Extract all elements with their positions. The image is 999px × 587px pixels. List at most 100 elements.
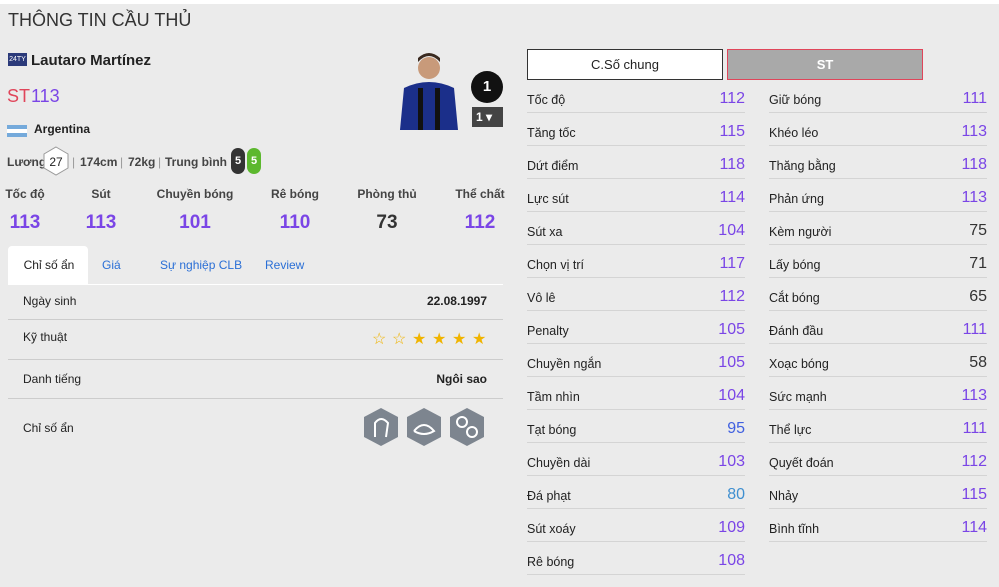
- stat-value: 118: [961, 156, 987, 173]
- info-value: Ngôi sao: [436, 372, 487, 386]
- stat-value: 111: [962, 420, 987, 437]
- divider: [8, 398, 503, 399]
- summary-label: Chuyền bóng: [156, 187, 234, 201]
- stat-value: 113: [961, 387, 987, 404]
- stat-divider: [769, 178, 987, 179]
- stat-divider: [527, 244, 745, 245]
- stat-name: Lực sút: [527, 192, 569, 206]
- stat-divider: [769, 442, 987, 443]
- stat-value: 95: [727, 420, 745, 437]
- stat-name: Bình tĩnh: [769, 522, 820, 536]
- stat-name: Đánh đầu: [769, 324, 824, 338]
- summary-value: 113: [85, 212, 117, 233]
- stat-name: Tốc độ: [527, 93, 566, 107]
- stat-name: Chuyền ngắn: [527, 357, 602, 371]
- stat-button[interactable]: C.Số chung: [527, 49, 723, 80]
- level-dropdown[interactable]: 1 ▾: [472, 107, 503, 127]
- stat-value: 75: [969, 222, 987, 239]
- divider: [8, 319, 503, 320]
- stat-divider: [527, 376, 745, 377]
- stat-value: 113: [961, 123, 987, 140]
- stat-value: 118: [719, 156, 745, 173]
- summary-value: 113: [9, 212, 41, 233]
- stat-name: Vô lê: [527, 291, 556, 305]
- stat-divider: [769, 343, 987, 344]
- summary-value: 101: [179, 212, 211, 233]
- stat-name: Rê bóng: [527, 555, 575, 569]
- stat-divider: [527, 112, 745, 113]
- info-value: 22.08.1997: [426, 294, 487, 308]
- stat-divider: [769, 310, 987, 311]
- stat-divider: [527, 574, 745, 575]
- stat-name: Dứt điểm: [527, 159, 579, 173]
- skill-star: ★: [412, 331, 427, 348]
- skill-star: ★: [432, 331, 447, 348]
- stat-divider: [527, 442, 745, 443]
- summary-value: 110: [279, 212, 311, 233]
- divider: [8, 359, 503, 360]
- stat-name: Penalty: [527, 324, 569, 338]
- info-label: Kỹ thuật: [23, 330, 68, 344]
- stat-divider: [527, 409, 745, 410]
- summary-label: Tốc độ: [5, 187, 45, 201]
- stat-divider: [769, 145, 987, 146]
- stat-name: Chọn vị trí: [527, 258, 584, 272]
- stat-divider: [769, 541, 987, 542]
- tab[interactable]: Chỉ số ẩn: [23, 258, 75, 272]
- stat-value: 104: [718, 387, 745, 404]
- sep: |: [72, 155, 76, 169]
- stat-divider: [527, 475, 745, 476]
- stat-name: Phản ứng: [769, 192, 824, 206]
- tab[interactable]: Sự nghiệp CLB: [160, 258, 243, 272]
- stat-value: 58: [969, 354, 987, 371]
- stat-divider: [769, 508, 987, 509]
- stat-value: 108: [718, 552, 745, 569]
- stat-divider: [769, 376, 987, 377]
- stat-value: 112: [961, 453, 987, 470]
- sep: |: [120, 155, 124, 169]
- stat-name: Tăng tốc: [527, 126, 576, 140]
- stat-divider: [527, 310, 745, 311]
- stat-name: Thăng bằng: [769, 159, 836, 173]
- stat-name: Thể lực: [769, 423, 812, 437]
- stat-value: 117: [719, 255, 745, 272]
- summary-label: Rê bóng: [271, 187, 319, 201]
- position: ST: [7, 86, 31, 106]
- weight: 72kg: [128, 155, 156, 169]
- stat-value: 105: [718, 321, 745, 338]
- salary-badge: [43, 146, 69, 176]
- stat-name: Chuyền dài: [527, 456, 591, 470]
- stat-divider: [527, 277, 745, 278]
- tab[interactable]: Giá: [102, 258, 121, 272]
- sep: |: [158, 155, 162, 169]
- stat-divider: [527, 343, 745, 344]
- stat-value: 71: [969, 255, 987, 272]
- stat-name: Kèm người: [769, 225, 832, 239]
- active-tab-bg: [8, 246, 88, 284]
- top-strip: [0, 0, 999, 4]
- stat-name: Quyết đoán: [769, 456, 834, 470]
- upgrade-badge: 1: [471, 71, 503, 103]
- stat-value: 115: [961, 486, 987, 503]
- info-label: Chỉ số ẩn: [23, 421, 74, 435]
- stat-name: Tạt bóng: [527, 423, 577, 437]
- salary-label: Lương: [7, 155, 47, 169]
- stat-divider: [769, 112, 987, 113]
- stat-value: 113: [961, 189, 987, 206]
- height: 174cm: [80, 155, 118, 169]
- skill-star: ☆: [392, 331, 407, 348]
- stat-divider: [527, 178, 745, 179]
- summary-label: Phòng thủ: [357, 187, 417, 201]
- stat-name: Tầm nhìn: [527, 390, 580, 404]
- skill-star: ★: [452, 331, 467, 348]
- stat-button[interactable]: ST: [727, 49, 923, 80]
- tab[interactable]: Review: [265, 258, 305, 272]
- stat-name: Giữ bóng: [769, 93, 822, 107]
- stat-value: 80: [727, 486, 745, 503]
- stat-value: 115: [719, 123, 745, 140]
- nation: Argentina: [34, 122, 91, 136]
- stat-name: Cắt bóng: [769, 291, 820, 305]
- stat-divider: [769, 409, 987, 410]
- season-icon: 24TY: [8, 53, 27, 66]
- page-title: THÔNG TIN CẦU THỦ: [8, 10, 192, 30]
